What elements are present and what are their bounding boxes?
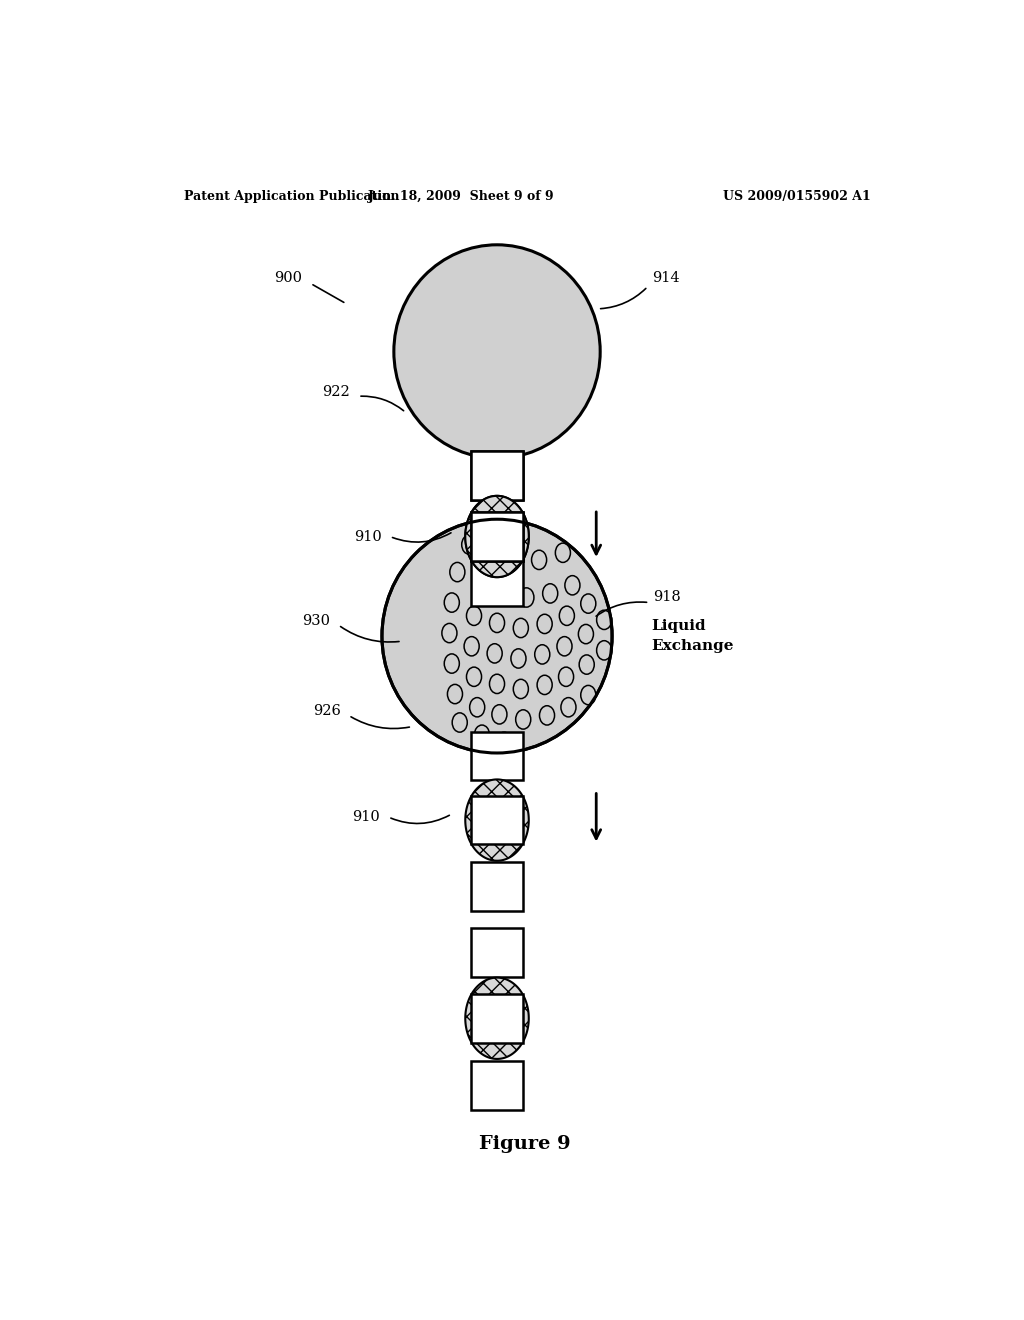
Text: Jun. 18, 2009  Sheet 9 of 9: Jun. 18, 2009 Sheet 9 of 9: [368, 190, 555, 202]
Circle shape: [513, 618, 528, 638]
Circle shape: [581, 685, 596, 705]
Circle shape: [444, 593, 460, 612]
FancyArrowPatch shape: [392, 533, 451, 543]
Circle shape: [565, 576, 580, 595]
Circle shape: [464, 636, 479, 656]
Circle shape: [558, 667, 573, 686]
Circle shape: [444, 653, 460, 673]
Circle shape: [511, 649, 526, 668]
Circle shape: [559, 606, 574, 626]
FancyArrowPatch shape: [360, 396, 403, 411]
Text: US 2009/0155902 A1: US 2009/0155902 A1: [723, 190, 871, 202]
FancyArrowPatch shape: [391, 816, 450, 824]
Circle shape: [519, 587, 534, 607]
Polygon shape: [465, 496, 528, 577]
Text: 900: 900: [274, 272, 303, 285]
Circle shape: [513, 680, 528, 698]
FancyArrowPatch shape: [341, 627, 399, 642]
Circle shape: [467, 606, 481, 626]
Circle shape: [497, 733, 512, 751]
Circle shape: [543, 583, 558, 603]
Circle shape: [579, 624, 594, 644]
Circle shape: [597, 610, 611, 630]
Circle shape: [597, 640, 611, 660]
Circle shape: [467, 667, 481, 686]
Circle shape: [453, 713, 467, 733]
Circle shape: [492, 705, 507, 725]
Bar: [471, 796, 523, 845]
Circle shape: [555, 543, 570, 562]
Bar: [471, 451, 523, 500]
Bar: [471, 1061, 523, 1110]
FancyArrowPatch shape: [313, 285, 344, 302]
Text: 910: 910: [354, 529, 382, 544]
Circle shape: [462, 535, 477, 554]
Bar: [471, 862, 523, 911]
Circle shape: [447, 684, 463, 704]
Bar: [471, 512, 523, 561]
Circle shape: [508, 553, 523, 573]
Polygon shape: [465, 496, 528, 577]
Circle shape: [450, 562, 465, 582]
Circle shape: [557, 636, 572, 656]
Text: Patent Application Publication: Patent Application Publication: [183, 190, 399, 202]
Bar: [471, 928, 523, 977]
FancyArrowPatch shape: [601, 289, 646, 309]
Text: 922: 922: [323, 385, 350, 399]
Circle shape: [581, 594, 596, 614]
Ellipse shape: [382, 519, 612, 752]
Circle shape: [474, 725, 489, 744]
Text: 934: 934: [500, 1022, 527, 1035]
Text: 910: 910: [352, 810, 380, 824]
Text: Figure 9: Figure 9: [479, 1135, 570, 1154]
Circle shape: [472, 576, 487, 595]
Circle shape: [538, 676, 552, 694]
Circle shape: [535, 644, 550, 664]
Circle shape: [487, 644, 502, 663]
Text: 918: 918: [653, 590, 681, 605]
Text: Liquid
Exchange: Liquid Exchange: [652, 619, 734, 653]
Bar: [471, 994, 523, 1043]
Bar: [471, 451, 523, 500]
Circle shape: [489, 614, 505, 632]
FancyArrowPatch shape: [596, 602, 646, 616]
Bar: [471, 557, 523, 606]
Ellipse shape: [394, 244, 600, 458]
Circle shape: [538, 614, 552, 634]
Text: 930: 930: [302, 614, 331, 628]
Circle shape: [561, 697, 575, 717]
Bar: [471, 512, 523, 561]
Circle shape: [470, 697, 484, 717]
Circle shape: [495, 583, 510, 603]
Circle shape: [531, 550, 547, 569]
Text: 926: 926: [312, 705, 341, 718]
Polygon shape: [465, 779, 528, 861]
Bar: [471, 731, 523, 780]
Circle shape: [516, 710, 530, 729]
Polygon shape: [465, 978, 528, 1059]
Text: 914: 914: [652, 272, 679, 285]
Circle shape: [484, 548, 499, 566]
Circle shape: [442, 623, 457, 643]
FancyArrowPatch shape: [351, 717, 410, 729]
Circle shape: [580, 655, 594, 675]
Circle shape: [489, 675, 505, 693]
Circle shape: [540, 706, 555, 725]
